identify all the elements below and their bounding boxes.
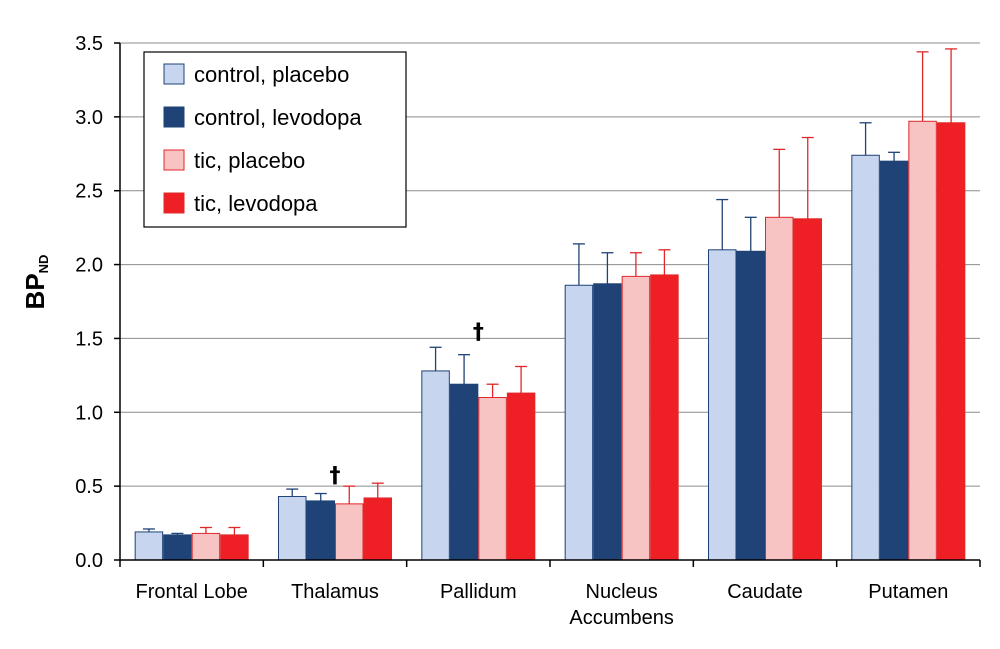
y-tick-label: 3.5 xyxy=(75,33,103,55)
bar xyxy=(851,154,880,561)
bars xyxy=(134,120,966,561)
legend-swatch xyxy=(163,149,185,171)
y-axis-label-main: BP xyxy=(20,273,50,309)
bar xyxy=(449,383,479,561)
y-axis-label: BPND xyxy=(20,255,51,310)
bar xyxy=(793,218,822,561)
error-bars xyxy=(142,48,958,535)
annotations: †† xyxy=(330,320,484,488)
bar xyxy=(335,503,364,561)
x-category-label: Caudate xyxy=(727,581,803,603)
y-tick-label: 0.0 xyxy=(75,550,103,572)
y-axis-tick-labels: 0.0 0.5 1.0 1.5 2.0 2.5 3.0 3.5 xyxy=(75,33,103,572)
x-category-label: Putamen xyxy=(868,581,948,603)
x-category-label: Nucleus Accumbens xyxy=(569,581,674,629)
y-tick-label: 2.5 xyxy=(75,181,103,203)
legend: control, placebo control, levodopa tic, pl… xyxy=(143,51,407,228)
legend-box xyxy=(143,51,407,228)
bar xyxy=(191,532,221,561)
bar xyxy=(134,531,164,561)
bar xyxy=(593,283,622,561)
bar xyxy=(163,534,192,561)
significance-dagger: † xyxy=(330,463,341,488)
x-category-label: Frontal Lobe xyxy=(136,581,248,603)
y-tick-label: 3.0 xyxy=(75,107,103,129)
legend-label: tic, placebo xyxy=(194,148,305,173)
x-category-label: Thalamus xyxy=(291,581,379,603)
y-tick-label: 2.0 xyxy=(75,255,103,277)
legend-swatch xyxy=(163,192,185,214)
bar xyxy=(278,495,307,561)
x-axis-category-labels: Frontal Lobe Thalamus Pallidum Nucleus Accum… xyxy=(136,581,949,629)
y-tick-label: 1.0 xyxy=(75,402,103,424)
bar xyxy=(564,284,594,561)
x-category-label: Pallidum xyxy=(440,581,517,603)
bar xyxy=(879,160,909,561)
bar xyxy=(306,500,335,561)
legend-label: control, levodopa xyxy=(194,105,362,130)
bar xyxy=(621,275,651,561)
bar xyxy=(363,497,392,561)
significance-dagger: † xyxy=(473,320,484,345)
bar xyxy=(506,392,536,561)
bar xyxy=(650,274,679,561)
bar xyxy=(736,250,765,561)
bar xyxy=(421,370,450,561)
bar xyxy=(478,397,507,561)
bar xyxy=(908,120,937,561)
legend-label: tic, levodopa xyxy=(194,191,318,216)
y-tick-label: 0.5 xyxy=(75,476,103,498)
axes xyxy=(114,42,981,567)
bar xyxy=(708,249,737,561)
bar xyxy=(220,534,249,561)
legend-swatch xyxy=(163,106,185,128)
bar xyxy=(765,216,794,561)
bar xyxy=(936,122,966,561)
y-axis-label-subscript: ND xyxy=(36,255,51,274)
legend-label: control, placebo xyxy=(194,62,349,87)
legend-swatch xyxy=(163,63,185,85)
y-tick-label: 1.5 xyxy=(75,328,103,350)
